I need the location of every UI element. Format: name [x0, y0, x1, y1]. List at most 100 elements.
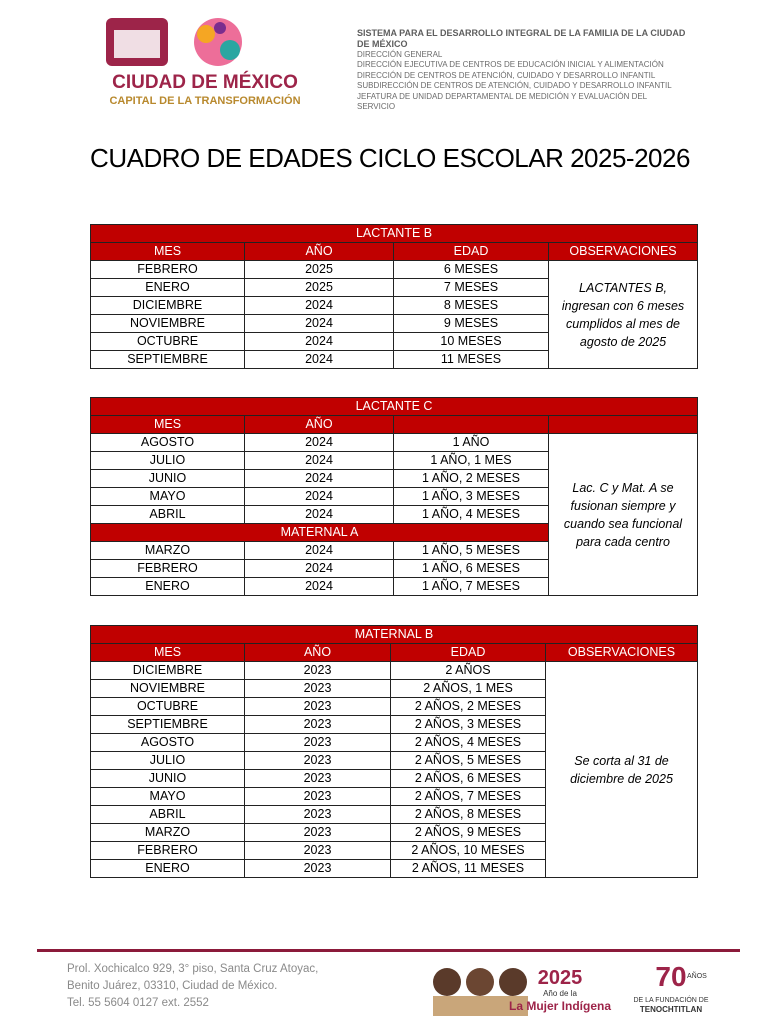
cell: MAYO [90, 487, 245, 506]
column-header: EDAD [393, 242, 549, 261]
cell: ENERO [90, 859, 245, 878]
institution-lines: DIRECCIÓN GENERAL DIRECCIÓN EJECUTIVA DE … [357, 50, 687, 112]
institution-block: SISTEMA PARA EL DESARROLLO INTEGRAL DE L… [357, 28, 687, 112]
address-line: Prol. Xochicalco 929, 3° piso, Santa Cru… [67, 963, 319, 975]
footer-logos: 2025 Año de la La Mujer Indígena 70 AÑOS… [433, 961, 709, 1016]
cell: 2 AÑOS, 8 MESES [390, 805, 546, 824]
logo-flower [197, 25, 215, 43]
cell: NOVIEMBRE [90, 314, 245, 333]
cell: OCTUBRE [90, 697, 245, 716]
logo-flower [214, 22, 226, 34]
cell: AGOSTO [90, 433, 245, 452]
cell: JUNIO [90, 769, 245, 788]
institution-line: SUBDIRECCIÓN DE CENTROS DE ATENCIÓN, CUI… [357, 81, 672, 91]
institution-line: DIRECCIÓN GENERAL [357, 50, 443, 59]
cell: 2023 [244, 661, 391, 680]
column-header: MES [90, 242, 245, 261]
column-header: AÑO [244, 242, 394, 261]
cell: 2024 [244, 577, 394, 596]
table-caption: MATERNAL B [90, 625, 698, 644]
cell: 2023 [244, 751, 391, 770]
institution-line: DIRECCIÓN EJECUTIVA DE CENTROS DE EDUCAC… [357, 60, 664, 70]
cell: FEBRERO [90, 260, 245, 279]
logo-title: CIUDAD DE MÉXICO [112, 71, 298, 93]
cell: 1 AÑO [393, 433, 549, 452]
cell: OCTUBRE [90, 332, 245, 351]
cell: 1 AÑO, 5 MESES [393, 541, 549, 560]
cell: 2024 [244, 332, 394, 351]
cell: 2023 [244, 787, 391, 806]
column-header: EDAD [390, 643, 546, 662]
column-header: MES [90, 643, 245, 662]
cell: ENERO [90, 278, 245, 297]
cell: 2 AÑOS, 9 MESES [390, 823, 546, 842]
data-row: NOVIEMBRE 2023 2 AÑOS, 1 MES [90, 679, 698, 698]
observation: Se corta al 31 de diciembre de 2025 [545, 661, 698, 878]
cell: 2024 [244, 451, 394, 470]
cell: 2 AÑOS, 11 MESES [390, 859, 546, 878]
anniversary-place: TENOCHTITLAN [640, 1005, 702, 1014]
cell: 2025 [244, 278, 394, 297]
cell: DICIEMBRE [90, 296, 245, 315]
cell: 2023 [244, 841, 391, 860]
cell: 9 MESES [393, 314, 549, 333]
cell: 2 AÑOS, 4 MESES [390, 733, 546, 752]
data-row: MARZO 2023 2 AÑOS, 9 MESES [90, 823, 698, 842]
cell: 1 AÑO, 1 MES [393, 451, 549, 470]
illustration [466, 968, 494, 996]
cell: 1 AÑO, 6 MESES [393, 559, 549, 578]
caption-row: LACTANTE B [89, 224, 699, 243]
observation: Lac. C y Mat. A se fusionan siempre y cu… [548, 433, 698, 596]
column-header [548, 415, 698, 434]
column-header [393, 415, 549, 434]
cell: NOVIEMBRE [90, 679, 245, 698]
data-row: JUNIO 2023 2 AÑOS, 6 MESES [90, 769, 698, 788]
data-row: SEPTIEMBRE 2023 2 AÑOS, 3 MESES [90, 715, 698, 734]
table-caption: LACTANTE C [90, 397, 698, 416]
cell: 2 AÑOS, 6 MESES [390, 769, 546, 788]
cell: 2024 [244, 487, 394, 506]
cell: 2 AÑOS, 5 MESES [390, 751, 546, 770]
cell: 2024 [244, 541, 394, 560]
institution-line: DIRECCIÓN DE CENTROS DE ATENCIÓN, CUIDAD… [357, 70, 656, 80]
cell: 2023 [244, 733, 391, 752]
cell: 2 AÑOS [390, 661, 546, 680]
cell: 2024 [244, 350, 394, 369]
logo: CIUDAD DE MÉXICO CAPITAL DE LA TRANSFORM… [106, 18, 301, 107]
cell: MARZO [90, 823, 245, 842]
cell: MARZO [90, 541, 245, 560]
cell: JULIO [90, 751, 245, 770]
data-row: ENERO 2024 1 AÑO, 7 MESES [90, 577, 698, 596]
badge-title: La Mujer Indígena [509, 999, 611, 1013]
badge-year: 2025 [538, 967, 583, 989]
observation: LACTANTES B, ingresan con 6 meses cumpli… [547, 260, 699, 369]
header-row: MES AÑO EDAD OBSERVACIONES [90, 643, 698, 662]
data-row: OCTUBRE 2023 2 AÑOS, 2 MESES [90, 697, 698, 716]
age-table: LACTANTE C MES AÑO AGOSTO 2024 1 AÑO Lac. C y … [90, 397, 698, 596]
cell: 2024 [244, 505, 394, 524]
cell: 2023 [244, 697, 391, 716]
data-row: ENERO 2023 2 AÑOS, 11 MESES [90, 859, 698, 878]
cell: 2 AÑOS, 1 MES [390, 679, 546, 698]
cell: 7 MESES [393, 278, 549, 297]
institution-line: JEFATURA DE UNIDAD DEPARTAMENTAL DE MEDI… [357, 91, 647, 112]
cell: FEBRERO [90, 559, 245, 578]
cell: FEBRERO [90, 841, 245, 860]
header-row: MES AÑO [90, 415, 698, 434]
cell: JULIO [90, 451, 245, 470]
data-row: DICIEMBRE 2023 2 AÑOS Se corta al 31 de dic… [90, 661, 698, 878]
data-row: FEBRERO 2025 6 MESES LACTANTES B, ingresan … [90, 260, 699, 369]
data-row: JUNIO 2024 1 AÑO, 2 MESES [90, 469, 698, 488]
data-row: FEBRERO 2023 2 AÑOS, 10 MESES [90, 841, 698, 860]
anniversary-caption: DE LA FUNDACIÓN DE [633, 995, 708, 1004]
cell: SEPTIEMBRE [90, 350, 245, 369]
cell: DICIEMBRE [90, 661, 245, 680]
cell: 1 AÑO, 2 MESES [393, 469, 549, 488]
cell: JUNIO [90, 469, 245, 488]
logo-subtitle: CAPITAL DE LA TRANSFORMACIÓN [109, 94, 300, 107]
cell: 1 AÑO, 3 MESES [393, 487, 549, 506]
institution-name: SISTEMA PARA EL DESARROLLO INTEGRAL DE L… [357, 28, 686, 49]
data-row: JULIO 2023 2 AÑOS, 5 MESES [90, 751, 698, 770]
